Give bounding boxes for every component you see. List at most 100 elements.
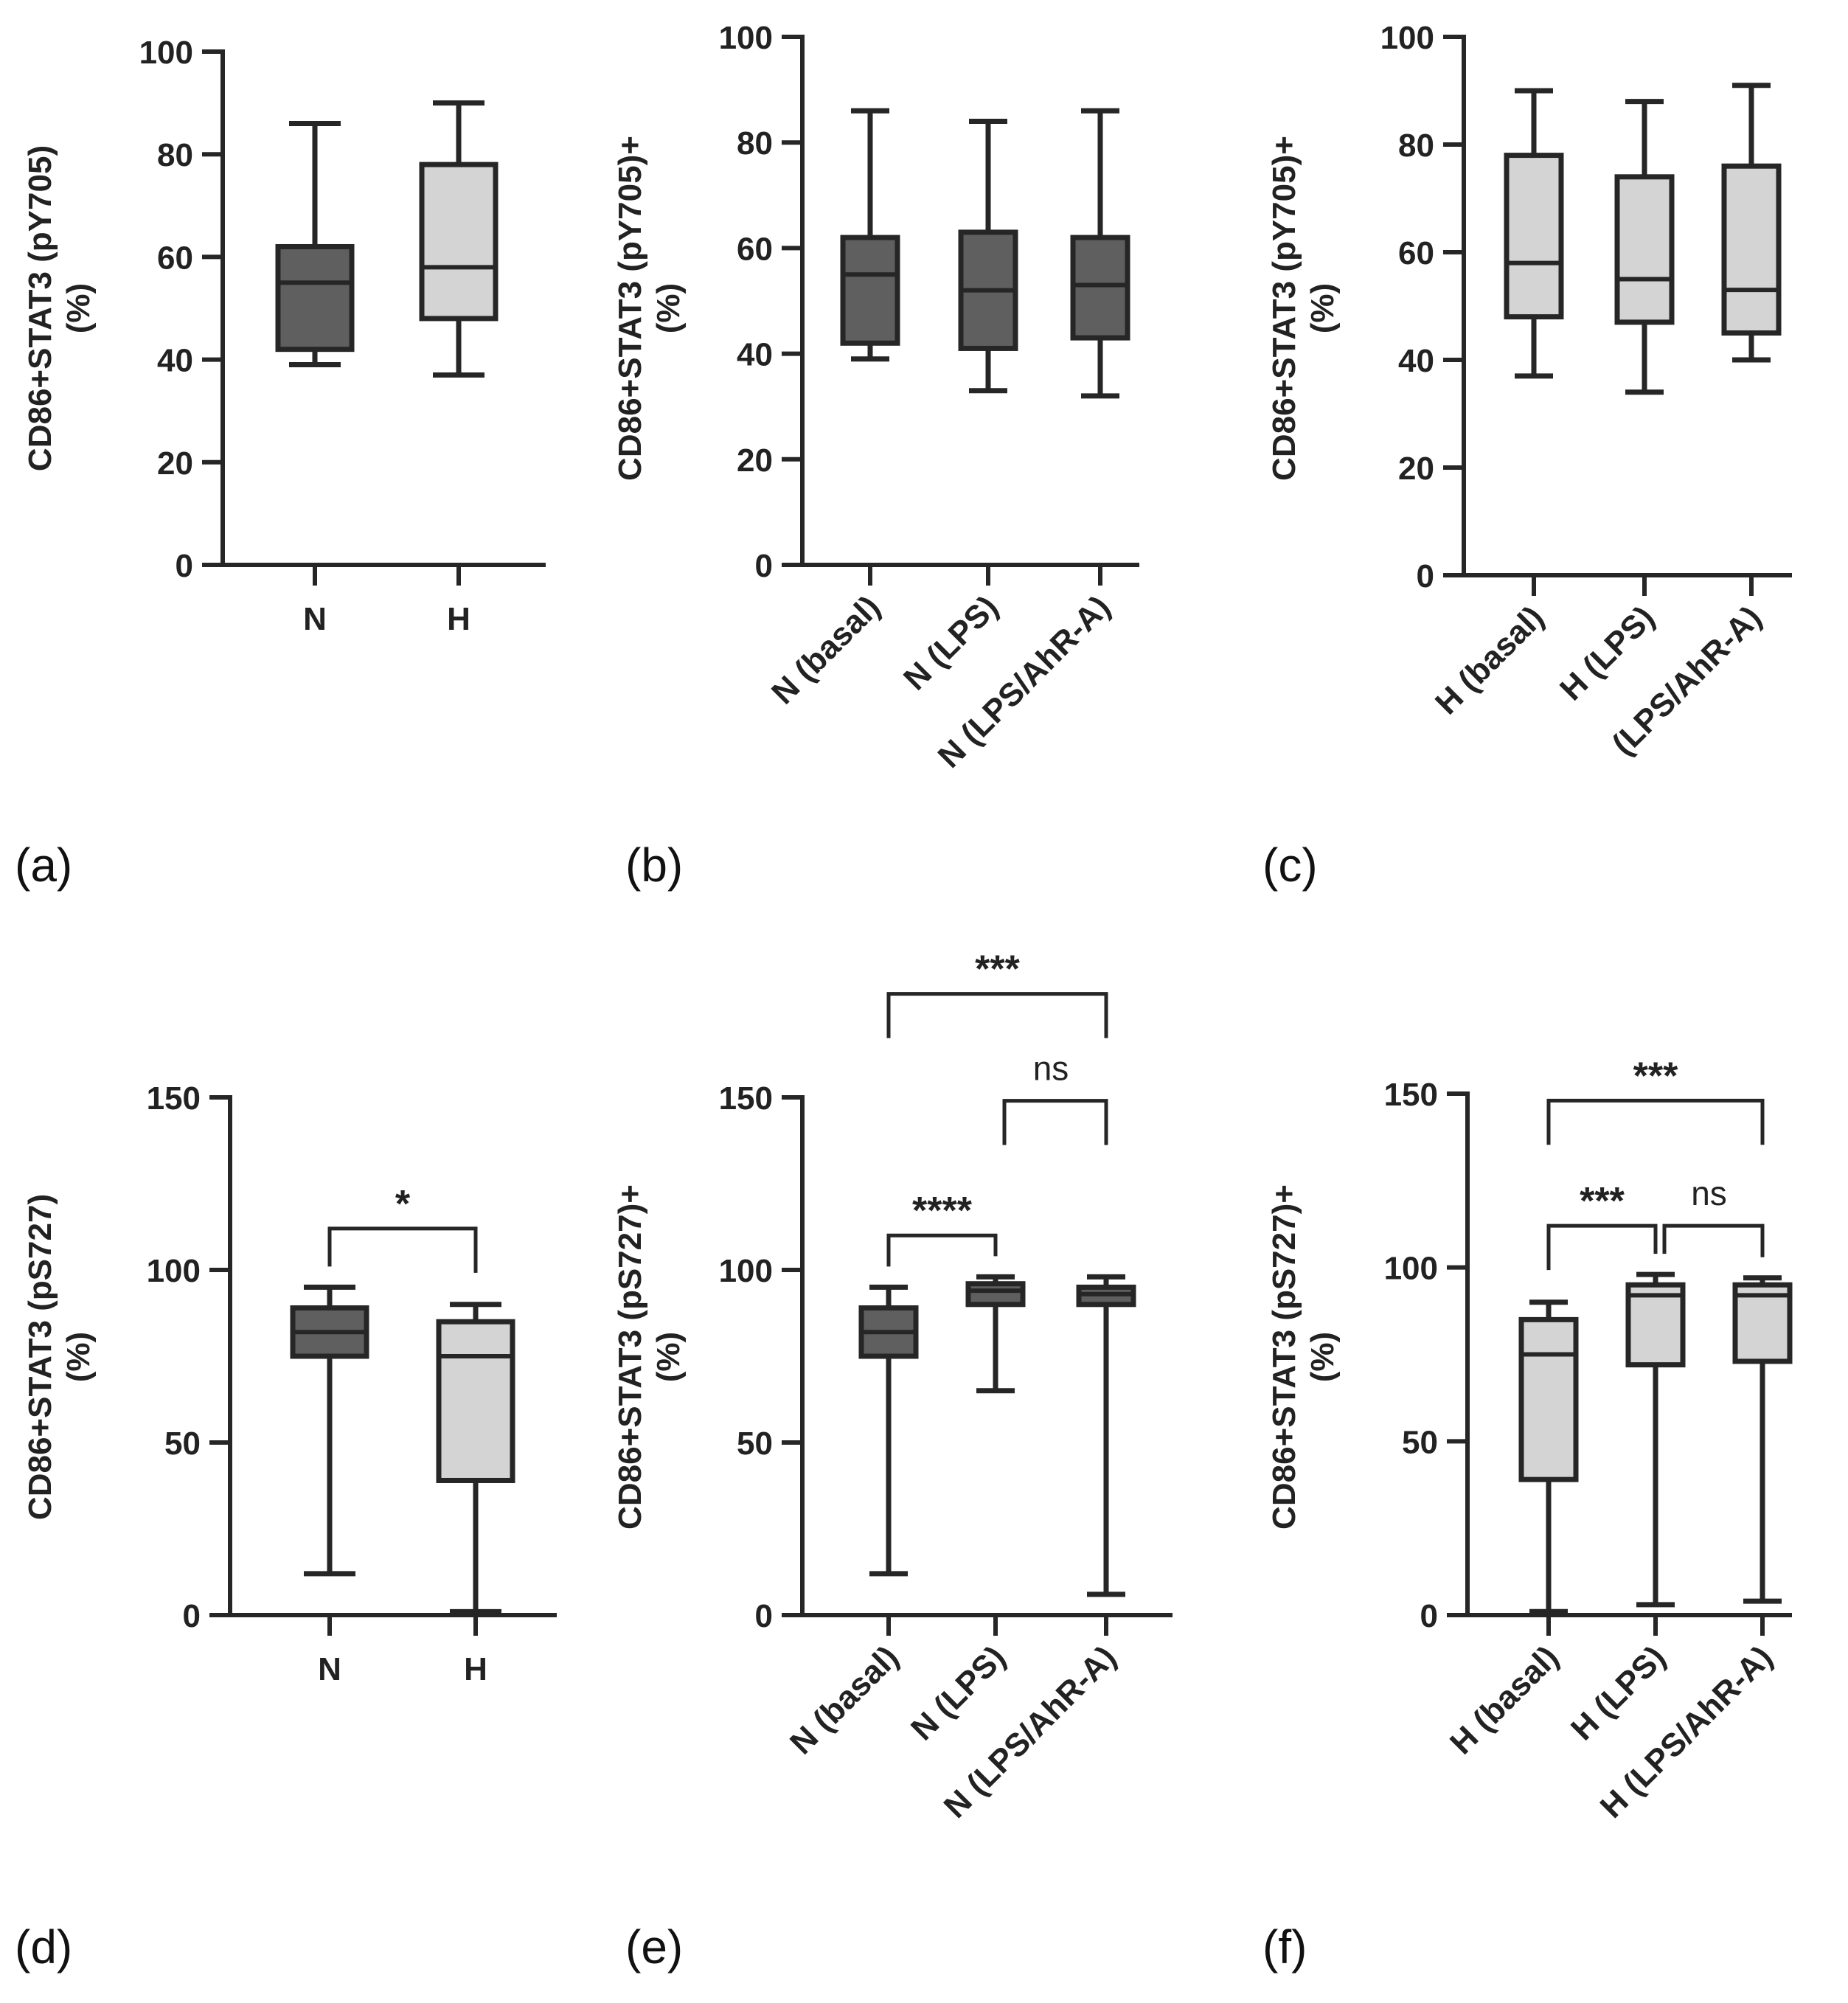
x-category-label: H — [447, 601, 470, 637]
box-plot-1 — [290, 1284, 369, 1577]
y-tick-label: 40 — [1398, 343, 1434, 379]
y-tick-label: 20 — [157, 445, 193, 482]
y-axis-label-line: CD86+STAT3 (pY705) — [22, 145, 58, 471]
box-iqr — [436, 1319, 515, 1483]
chart-panel-1: 0 20 40 60 80 100 CD86+STAT3 (pY705) (%) N H (a) — [15, 35, 546, 892]
y-axis-label: CD86+STAT3 (pS727) (%) — [22, 1194, 97, 1520]
y-axis-label: CD86+STAT3 (pY705)+ (%) — [612, 136, 687, 481]
y-axis-label-line: CD86+STAT3 (pS727) — [22, 1194, 58, 1520]
significance-bracket: ns — [1662, 1174, 1765, 1257]
chart-panel-2: 0 20 40 60 80 100 CD86+STAT3 (pY705)+ (%) N (bas… — [612, 20, 1139, 892]
y-tick-label: 0 — [1420, 1598, 1438, 1634]
bracket-line — [1546, 1098, 1765, 1145]
y-tick-label: 0 — [183, 1598, 201, 1634]
x-category-label: H (basal) — [1428, 599, 1551, 721]
significance-label: *** — [975, 948, 1020, 991]
significance-label: **** — [912, 1190, 973, 1232]
panel-label: (b) — [625, 839, 683, 892]
box-iqr — [1732, 1282, 1793, 1364]
bracket-line — [886, 992, 1108, 1038]
x-category-label: H (LPS) — [1553, 599, 1661, 707]
y-axis-label-line: CD86+STAT3 (pS727)+ — [1266, 1184, 1302, 1530]
y-tick-label: 0 — [755, 1598, 773, 1634]
y-tick-label: 60 — [1398, 235, 1434, 271]
bracket-line — [886, 1233, 998, 1267]
panel-label: (a) — [15, 839, 72, 892]
box-iqr — [1625, 1282, 1686, 1368]
y-tick-label: 100 — [139, 35, 193, 71]
box-plot-1 — [1504, 88, 1564, 379]
y-tick-label: 100 — [719, 1253, 773, 1289]
bracket-line — [1662, 1223, 1765, 1257]
box-iqr — [1504, 153, 1564, 320]
significance-label: *** — [1633, 1055, 1678, 1097]
significance-bracket: ns — [1002, 1049, 1108, 1145]
box-plot-3 — [1721, 83, 1782, 363]
y-tick-label: 0 — [755, 548, 773, 584]
box-plot-1 — [1518, 1299, 1579, 1614]
box-iqr — [275, 243, 355, 353]
y-tick-label: 100 — [1384, 1251, 1438, 1287]
y-axis-label-line: (%) — [60, 1332, 97, 1382]
y-tick-label: 80 — [737, 125, 773, 162]
y-axis-label-line: (%) — [1305, 283, 1341, 333]
box-plot-1 — [275, 120, 355, 368]
x-category-label: H — [464, 1651, 487, 1687]
y-axis-label: CD86+STAT3 (pS727)+ (%) — [612, 1184, 687, 1530]
y-tick-label: 50 — [1402, 1424, 1438, 1460]
box-plot-1 — [840, 108, 900, 362]
box-plot-3 — [1076, 1274, 1136, 1597]
x-category-label: H (LPS) — [1564, 1639, 1672, 1747]
panel-label: (d) — [15, 1920, 72, 1974]
x-category-label: N (LPS) — [904, 1639, 1012, 1747]
x-category-label: N — [318, 1651, 341, 1687]
significance-bracket: * — [327, 1183, 478, 1273]
box-plot-3 — [1732, 1275, 1793, 1604]
y-tick-label: 80 — [1398, 128, 1434, 164]
y-tick-label: 20 — [737, 442, 773, 479]
bracket-line — [1002, 1099, 1108, 1145]
y-tick-label: 40 — [157, 343, 193, 379]
box-plot-1 — [858, 1284, 919, 1577]
y-axis-label: CD86+STAT3 (pY705)+ (%) — [1266, 136, 1341, 481]
y-tick-label: 50 — [164, 1426, 201, 1462]
y-axis-label-line: (%) — [60, 283, 97, 333]
y-tick-label: 0 — [176, 548, 193, 584]
panel-label: (f) — [1262, 1920, 1307, 1974]
y-axis-label-line: (%) — [650, 283, 687, 333]
y-tick-label: 40 — [737, 337, 773, 373]
box-iqr — [840, 235, 900, 346]
chart-panel-6: 0 50 100 150 CD86+STAT3 (pS727)+ (%) H (basal)… — [1262, 1055, 1793, 1974]
x-category-label: N — [303, 601, 327, 637]
bracket-line — [327, 1226, 478, 1273]
box-iqr — [1721, 163, 1782, 336]
bracket-line — [1546, 1223, 1658, 1271]
significance-bracket: *** — [886, 948, 1108, 1038]
box-plot-2 — [419, 100, 499, 378]
y-axis-label: CD86+STAT3 (pS727)+ (%) — [1266, 1184, 1341, 1530]
box-plot-2 — [436, 1302, 515, 1614]
chart-panel-4: 0 50 100 150 CD86+STAT3 (pS727) (%) N H * (d) — [15, 1080, 557, 1974]
y-tick-label: 20 — [1398, 451, 1434, 487]
y-axis-label-line: CD86+STAT3 (pY705)+ — [1266, 136, 1302, 481]
panel-label: (c) — [1262, 839, 1318, 892]
x-category-label: N (basal) — [765, 589, 887, 711]
y-axis-label-line: (%) — [1305, 1332, 1341, 1382]
box-plot-2 — [1614, 99, 1675, 395]
y-tick-label: 60 — [737, 231, 773, 267]
y-tick-label: 60 — [157, 240, 193, 276]
y-tick-label: 100 — [1380, 20, 1434, 56]
significance-label: ns — [1033, 1049, 1069, 1088]
chart-panel-3: 0 20 40 60 80 100 CD86+STAT3 (pY705)+ (%) H (bas… — [1262, 20, 1792, 892]
y-tick-label: 0 — [1417, 558, 1434, 594]
y-tick-label: 50 — [737, 1426, 773, 1462]
y-tick-label: 150 — [719, 1080, 773, 1117]
y-axis-label-line: (%) — [650, 1332, 687, 1382]
significance-bracket: **** — [886, 1190, 998, 1267]
x-category-label: H (basal) — [1443, 1639, 1566, 1761]
chart-panel-5: 0 50 100 150 CD86+STAT3 (pS727)+ (%) N (basal)… — [612, 948, 1173, 1974]
y-axis-label: CD86+STAT3 (pY705) (%) — [22, 145, 97, 471]
box-plot-2 — [1625, 1271, 1686, 1608]
box-plot-2 — [965, 1274, 1026, 1394]
y-axis-label-line: CD86+STAT3 (pS727)+ — [612, 1184, 648, 1530]
